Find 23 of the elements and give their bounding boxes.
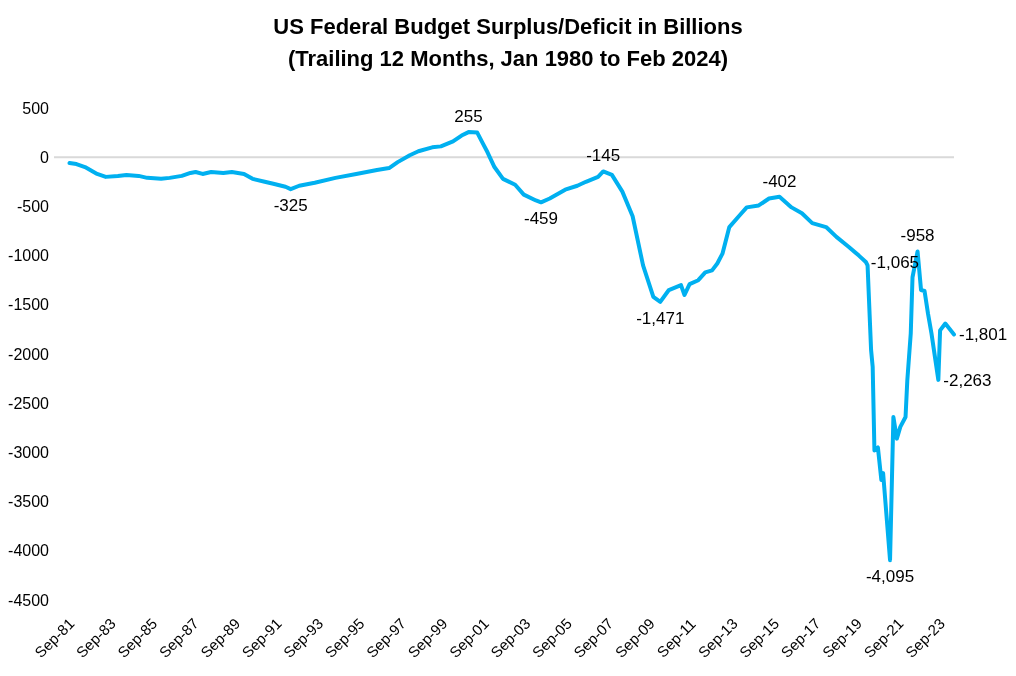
y-tick-label: -2500 — [8, 394, 50, 412]
annotation: -1,801 — [959, 325, 1008, 345]
chart-subtitle: (Trailing 12 Months, Jan 1980 to Feb 2024) — [287, 46, 729, 71]
y-tick-label: 500 — [22, 99, 50, 117]
y-tick-label: -3000 — [8, 444, 50, 462]
y-tick-label: -1500 — [8, 296, 50, 314]
annotation: -958 — [900, 226, 935, 246]
annotation: -145 — [586, 146, 621, 166]
annotation: 255 — [454, 107, 483, 127]
annotation: -459 — [524, 209, 559, 229]
y-tick-label: 0 — [40, 148, 50, 166]
annotation: -325 — [273, 196, 308, 216]
y-tick-label: -4500 — [8, 591, 50, 609]
annotation: -4,095 — [865, 567, 915, 587]
annotation: -2,263 — [943, 370, 992, 390]
y-tick-label: -4000 — [8, 542, 50, 560]
y-tick-label: -1000 — [8, 247, 50, 265]
chart-title: US Federal Budget Surplus/Deficit in Billions — [273, 14, 743, 39]
y-tick-label: -3500 — [8, 493, 50, 511]
y-tick-label: -2000 — [8, 345, 50, 363]
y-tick-label: -500 — [16, 198, 50, 216]
annotation: -402 — [762, 171, 797, 191]
annotation: -1,471 — [636, 308, 685, 328]
